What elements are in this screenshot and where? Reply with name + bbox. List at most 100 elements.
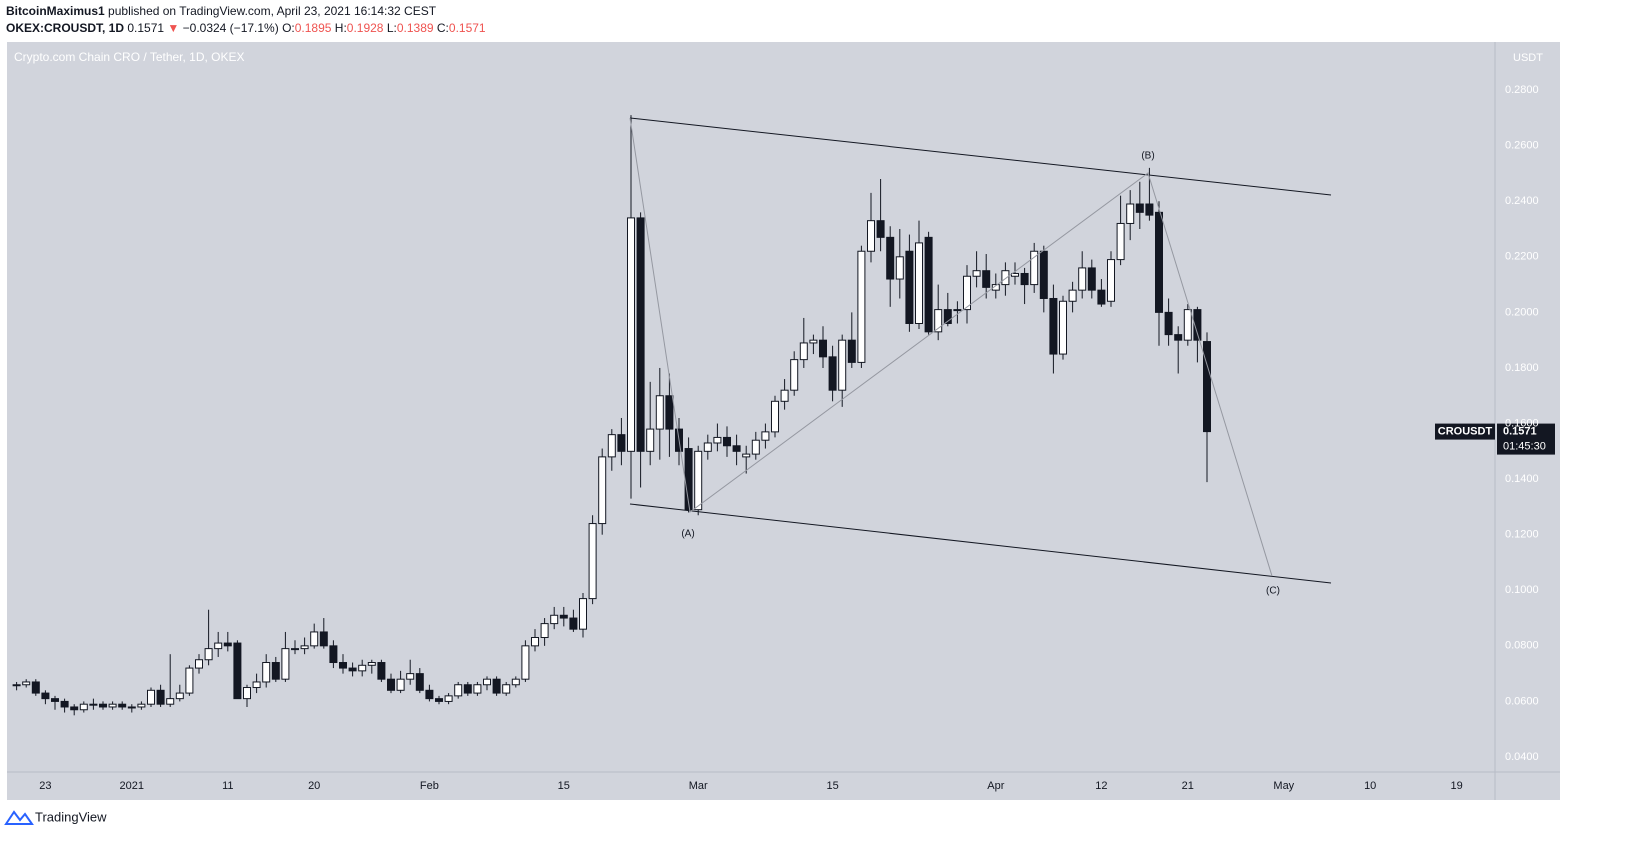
candle-body: [915, 242, 923, 324]
brand: TradingView: [35, 809, 107, 824]
candle-body: [175, 692, 184, 700]
price-tag-countdown: 01:45:30: [1503, 440, 1546, 452]
wave-label: (C): [1266, 586, 1280, 597]
candle-body: [223, 642, 232, 647]
candle-body: [1039, 250, 1048, 299]
y-tick-label: 0.0800: [1505, 640, 1539, 652]
candle-body: [300, 645, 309, 650]
candle-body: [329, 645, 338, 664]
candle-body: [108, 703, 117, 708]
candle-body: [387, 678, 395, 691]
candle-body: [780, 389, 789, 402]
candle-body: [982, 270, 991, 288]
published: published on TradingView.com, April 23, …: [108, 4, 437, 18]
candle-body: [262, 662, 271, 683]
candle-body: [118, 703, 127, 708]
candle-body: [463, 684, 472, 694]
candle-body: [1183, 309, 1192, 341]
change: −0.0324 (−17.1%): [183, 21, 279, 35]
header-line-2: OKEX:CROUSDT, 1D 0.1571 ▼ −0.0324 (−17.1…: [6, 21, 486, 35]
candle-body: [771, 400, 779, 433]
candle-body: [12, 684, 21, 687]
candle-body: [444, 695, 453, 702]
candle-body: [751, 439, 760, 455]
candle-body: [540, 623, 549, 639]
candle-body: [137, 703, 146, 708]
candle-body: [1049, 297, 1058, 355]
candle-body: [819, 339, 827, 358]
price-tag-symbol-bg: [1435, 423, 1495, 440]
candle-body: [1145, 203, 1154, 216]
candle-body: [723, 436, 731, 447]
candle-body: [579, 598, 587, 630]
candle-body: [339, 662, 347, 669]
symbol: OKEX:CROUSDT, 1D: [6, 21, 124, 35]
candle-body: [636, 217, 645, 452]
candle-body: [1001, 270, 1010, 286]
candle-body: [271, 662, 280, 680]
candle-body: [828, 356, 837, 391]
candle-body: [195, 659, 203, 669]
candle-body: [41, 692, 50, 700]
y-tick-label: 0.1800: [1505, 362, 1539, 374]
candle-body: [991, 284, 1000, 291]
candle-body: [876, 220, 885, 238]
candle-body: [809, 339, 818, 344]
candle-body: [377, 662, 386, 680]
candle-body: [243, 687, 251, 700]
candle-body: [127, 706, 136, 709]
candle-body: [166, 698, 175, 705]
candle-body: [972, 270, 981, 277]
candle-body: [905, 250, 914, 324]
wave-path: [629, 117, 1273, 577]
candle-body: [569, 617, 578, 630]
candle-body: [147, 689, 155, 705]
x-tick-label: Apr: [987, 780, 1004, 792]
candle-body: [886, 236, 895, 280]
last-price: 0.1571: [127, 21, 164, 35]
price-tag-value-bg: [1497, 423, 1555, 455]
candle-body: [627, 217, 635, 452]
upper-trendline: [629, 117, 1332, 196]
candle-body: [924, 236, 933, 333]
candle-body: [617, 434, 626, 452]
candle-body: [963, 275, 971, 311]
candle-body: [281, 648, 290, 680]
candle-body: [665, 395, 674, 430]
wave-label: (A): [681, 529, 694, 540]
candle-body: [703, 442, 712, 452]
price-tag-value: 0.1571: [1503, 425, 1537, 437]
candle-body: [1078, 267, 1087, 291]
y-tick-label: 0.0600: [1505, 695, 1539, 707]
candle-body: [348, 667, 357, 672]
candle-body: [319, 631, 328, 647]
candle-body: [1030, 250, 1039, 286]
candle-body: [396, 678, 405, 691]
candle-body: [502, 684, 511, 694]
y-tick-label: 0.2400: [1505, 195, 1539, 207]
candle-body: [1107, 259, 1115, 302]
candle-body: [598, 456, 607, 525]
change-arrow: ▼: [167, 21, 179, 35]
candle-body: [99, 703, 107, 708]
candle-body: [367, 662, 376, 666]
candle-body: [694, 450, 703, 511]
candle-body: [435, 698, 443, 702]
candle-body: [1011, 272, 1019, 277]
candle-body: [1097, 289, 1106, 305]
x-tick-label: 11: [222, 780, 233, 792]
x-tick-label: Feb: [420, 780, 439, 792]
candle-body: [1087, 267, 1096, 291]
x-tick-label: Mar: [689, 780, 708, 792]
candle-body: [483, 678, 491, 686]
candle-body: [531, 637, 539, 647]
y-tick-label: 0.2000: [1505, 306, 1539, 318]
close-value: 0.1571: [449, 21, 486, 35]
candle-body: [70, 706, 79, 711]
candle-body: [799, 342, 808, 361]
plot-title: Crypto.com Chain CRO / Tether, 1D, OKEX: [14, 50, 245, 64]
x-tick-label: 15: [826, 780, 838, 792]
candle-body: [425, 689, 434, 700]
candle-body: [233, 642, 242, 700]
